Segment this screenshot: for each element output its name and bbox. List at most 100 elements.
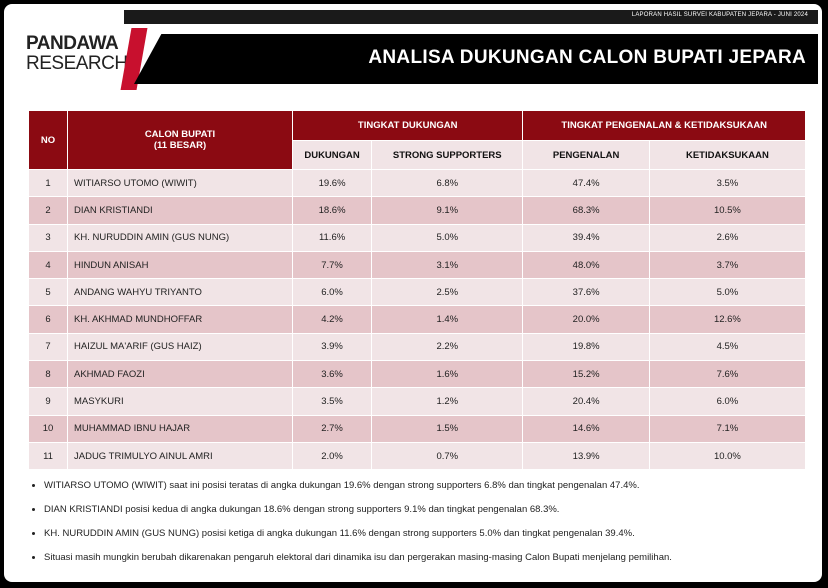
table-row: 11 JADUG TRIMULYO AINUL AMRI 2.0% 0.7% 13.9%… — [28, 441, 807, 471]
note-item: WITIARSO UTOMO (WIWIT) saat ini posisi t… — [44, 480, 814, 491]
pengenalan-value: 47.4% — [522, 168, 650, 198]
report-label: LAPORAN HASIL SURVEI KABUPATEN JEPARA - … — [631, 12, 808, 18]
strong-value: 1.2% — [371, 387, 524, 416]
table-row: 9 MASYKURI 3.5% 1.2% 20.4% 6.0% — [28, 387, 807, 416]
candidate-name: AKHMAD FAOZI — [67, 360, 293, 389]
col-header-ketidaksukaan: KETIDAKSUKAAN — [648, 140, 807, 170]
row-no: 1 — [28, 168, 68, 198]
pengenalan-value: 15.2% — [522, 360, 650, 389]
candidate-name: JADUG TRIMULYO AINUL AMRI — [67, 441, 293, 471]
row-no: 9 — [28, 387, 68, 416]
dukungan-value: 2.7% — [291, 414, 373, 443]
pengenalan-value: 39.4% — [522, 223, 650, 252]
dukungan-value: 18.6% — [291, 196, 373, 225]
notes-list: WITIARSO UTOMO (WIWIT) saat ini posisi t… — [26, 480, 814, 576]
strong-value: 3.1% — [371, 250, 524, 280]
candidate-name: KH. AKHMAD MUNDHOFFAR — [67, 305, 293, 334]
candidate-name: ANDANG WAHYU TRIYANTO — [67, 278, 293, 307]
ketidaksukaan-value: 3.5% — [648, 168, 807, 198]
pandawa-logo: PANDAWA RESEARCH — [26, 33, 128, 74]
dukungan-value: 4.2% — [291, 305, 373, 334]
table-row: 4 HINDUN ANISAH 7.7% 3.1% 48.0% 3.7% — [28, 250, 807, 280]
table-row: 1 WITIARSO UTOMO (WIWIT) 19.6% 6.8% 47.4% 3.5… — [28, 168, 807, 198]
dukungan-value: 3.9% — [291, 332, 373, 362]
ketidaksukaan-value: 6.0% — [648, 387, 807, 416]
slide: LAPORAN HASIL SURVEI KABUPATEN JEPARA - … — [4, 4, 822, 582]
pengenalan-value: 19.8% — [522, 332, 650, 362]
strong-value: 2.2% — [371, 332, 524, 362]
dukungan-value: 11.6% — [291, 223, 373, 252]
col-header-candidate-label: CALON BUPATI — [144, 129, 216, 140]
col-header-candidate-sub: (11 BESAR) — [153, 140, 207, 151]
table-row: 10 MUHAMMAD IBNU HAJAR 2.7% 1.5% 14.6% 7.1% — [28, 414, 807, 443]
strong-value: 5.0% — [371, 223, 524, 252]
group-header-pengenalan: TINGKAT PENGENALAN & KETIDAKSUKAAN — [522, 110, 806, 141]
ketidaksukaan-value: 2.6% — [648, 223, 807, 252]
table-body: 1 WITIARSO UTOMO (WIWIT) 19.6% 6.8% 47.4% 3.5… — [28, 168, 807, 471]
strong-value: 1.6% — [371, 360, 524, 389]
note-item: DIAN KRISTIANDI posisi kedua di angka du… — [44, 504, 814, 515]
pengenalan-value: 20.0% — [522, 305, 650, 334]
ketidaksukaan-value: 12.6% — [648, 305, 807, 334]
row-no: 3 — [28, 223, 68, 252]
strong-value: 2.5% — [371, 278, 524, 307]
ketidaksukaan-value: 7.6% — [648, 360, 807, 389]
dukungan-value: 2.0% — [291, 441, 373, 471]
table-row: 5 ANDANG WAHYU TRIYANTO 6.0% 2.5% 37.6% 5.0% — [28, 278, 807, 307]
dukungan-value: 7.7% — [291, 250, 373, 280]
strong-value: 6.8% — [371, 168, 524, 198]
pengenalan-value: 20.4% — [522, 387, 650, 416]
candidate-name: WITIARSO UTOMO (WIWIT) — [67, 168, 293, 198]
ketidaksukaan-value: 7.1% — [648, 414, 807, 443]
ketidaksukaan-value: 4.5% — [648, 332, 807, 362]
row-no: 11 — [28, 441, 68, 471]
logo-line1: PANDAWA — [26, 33, 119, 54]
dukungan-value: 3.6% — [291, 360, 373, 389]
row-no: 10 — [28, 414, 68, 443]
report-label-bar: LAPORAN HASIL SURVEI KABUPATEN JEPARA - … — [124, 10, 818, 24]
ketidaksukaan-value: 5.0% — [648, 278, 807, 307]
candidate-name: MASYKURI — [67, 387, 293, 416]
table-row: 2 DIAN KRISTIANDI 18.6% 9.1% 68.3% 10.5% — [28, 196, 807, 225]
row-no: 8 — [28, 360, 68, 389]
candidate-name: MUHAMMAD IBNU HAJAR — [67, 414, 293, 443]
col-header-pengenalan: PENGENALAN — [522, 140, 650, 170]
group-header-dukungan: TINGKAT DUKUNGAN — [291, 110, 524, 141]
note-item: KH. NURUDDIN AMIN (GUS NUNG) posisi keti… — [44, 528, 814, 539]
pengenalan-value: 68.3% — [522, 196, 650, 225]
ketidaksukaan-value: 10.0% — [648, 441, 807, 471]
table-row: 6 KH. AKHMAD MUNDHOFFAR 4.2% 1.4% 20.0% 12.6% — [28, 305, 807, 334]
ketidaksukaan-value: 3.7% — [648, 250, 807, 280]
strong-value: 9.1% — [371, 196, 524, 225]
dukungan-value: 19.6% — [291, 168, 373, 198]
candidate-name: DIAN KRISTIANDI — [67, 196, 293, 225]
title-bar: ANALISA DUKUNGAN CALON BUPATI JEPARA — [134, 34, 818, 84]
ketidaksukaan-value: 10.5% — [648, 196, 807, 225]
col-header-no: NO — [28, 110, 68, 170]
row-no: 4 — [28, 250, 68, 280]
col-header-candidate: CALON BUPATI (11 BESAR) — [67, 110, 293, 170]
table-row: 7 HAIZUL MA'ARIF (GUS HAIZ) 3.9% 2.2% 19.8% 4… — [28, 332, 807, 362]
table-row: 8 AKHMAD FAOZI 3.6% 1.6% 15.2% 7.6% — [28, 360, 807, 389]
pengenalan-value: 14.6% — [522, 414, 650, 443]
pengenalan-value: 37.6% — [522, 278, 650, 307]
candidate-name: KH. NURUDDIN AMIN (GUS NUNG) — [67, 223, 293, 252]
row-no: 7 — [28, 332, 68, 362]
col-header-dukungan: DUKUNGAN — [291, 140, 373, 170]
candidate-name: HINDUN ANISAH — [67, 250, 293, 280]
page-title: ANALISA DUKUNGAN CALON BUPATI JEPARA — [368, 47, 806, 68]
candidate-name: HAIZUL MA'ARIF (GUS HAIZ) — [67, 332, 293, 362]
dukungan-value: 6.0% — [291, 278, 373, 307]
note-item: Situasi masih mungkin berubah dikarenaka… — [44, 552, 814, 563]
row-no: 5 — [28, 278, 68, 307]
strong-value: 1.4% — [371, 305, 524, 334]
table-row: 3 KH. NURUDDIN AMIN (GUS NUNG) 11.6% 5.0% 39… — [28, 223, 807, 252]
candidate-table: NO CALON BUPATI (11 BESAR) TINGKAT DUKUN… — [28, 110, 807, 471]
row-no: 6 — [28, 305, 68, 334]
dukungan-value: 3.5% — [291, 387, 373, 416]
pengenalan-value: 48.0% — [522, 250, 650, 280]
col-header-strong: STRONG SUPPORTERS — [371, 140, 524, 170]
strong-value: 1.5% — [371, 414, 524, 443]
strong-value: 0.7% — [371, 441, 524, 471]
logo-line2: RESEARCH — [26, 53, 128, 74]
